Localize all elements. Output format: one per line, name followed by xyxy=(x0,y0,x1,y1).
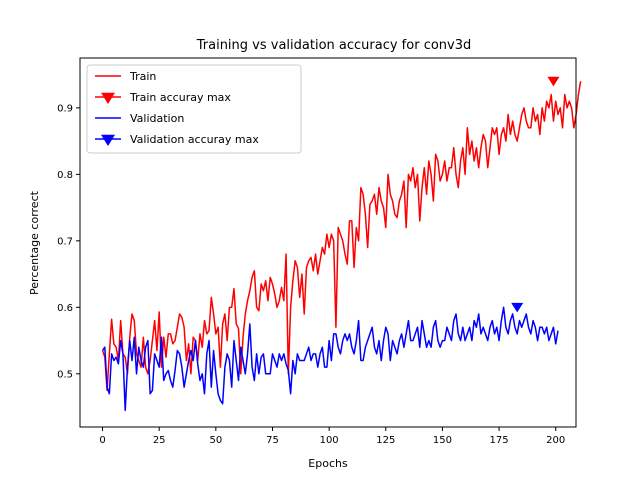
series-line-train xyxy=(101,81,582,392)
legend-item-train: Train xyxy=(95,70,156,83)
legend-marker xyxy=(101,92,115,104)
legend-item-train-accuray-max: Train accuray max xyxy=(95,91,231,104)
x-axis-label: Epochs xyxy=(308,457,348,470)
y-tick-label: 0.8 xyxy=(57,170,73,181)
x-tick-label: 175 xyxy=(490,435,509,446)
x-tick-label: 125 xyxy=(376,435,395,446)
x-tick-label: 200 xyxy=(546,435,565,446)
x-axis: 0 25 50 75 100 125 150 175 200 xyxy=(99,427,565,446)
x-tick-label: 0 xyxy=(99,435,105,446)
chart-title: Training vs validation accuracy for conv… xyxy=(196,38,472,53)
y-tick-label: 0.6 xyxy=(57,303,73,314)
y-tick-label: 0.7 xyxy=(57,236,73,247)
y-tick-label: 0.9 xyxy=(57,103,73,114)
legend-box xyxy=(86,64,302,154)
legend: Train Train accuray max Validation Validati… xyxy=(86,64,302,154)
y-tick-label: 0.5 xyxy=(57,369,73,380)
legend-marker xyxy=(101,134,115,146)
x-tick-label: 150 xyxy=(433,435,452,446)
legend-label: Validation accuray max xyxy=(130,133,259,146)
plot-frame xyxy=(79,57,577,428)
legend-label: Train accuray max xyxy=(129,91,231,104)
x-tick-label: 75 xyxy=(266,435,279,446)
legend-label: Validation xyxy=(130,112,184,125)
plot-content xyxy=(101,76,582,412)
legend-label: Train xyxy=(129,70,156,83)
x-tick-label: 25 xyxy=(153,435,166,446)
legend-item-validation: Validation xyxy=(95,112,184,125)
max-marker-train-accuray-max xyxy=(547,76,560,87)
legend-item-validation-accuray-max: Validation accuray max xyxy=(95,133,259,146)
y-axis: 0.5 0.6 0.7 0.8 0.9 xyxy=(57,103,80,380)
max-marker-validation-accuray-max xyxy=(511,302,524,313)
x-tick-label: 100 xyxy=(320,435,339,446)
y-axis-label: Percentage correct xyxy=(28,190,41,295)
series-line-validation xyxy=(101,306,559,412)
x-tick-label: 50 xyxy=(209,435,222,446)
